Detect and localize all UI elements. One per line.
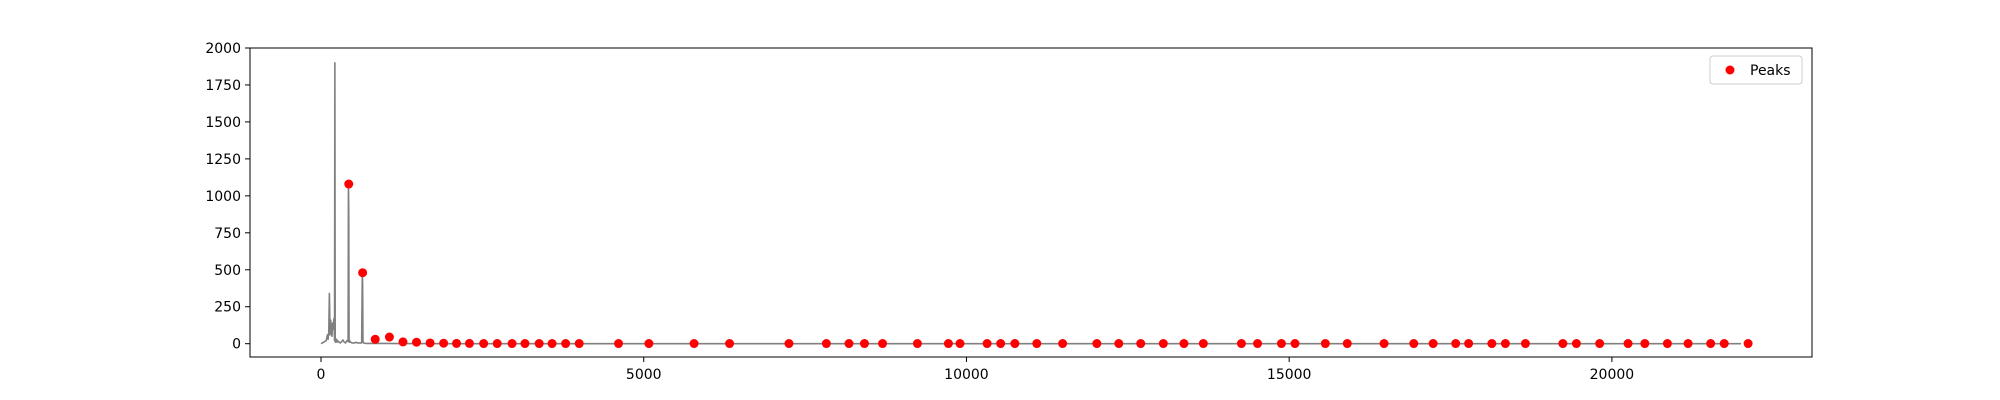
peak-point: [479, 339, 489, 349]
peak-point: [1571, 339, 1581, 349]
y-tick-label: 750: [214, 226, 241, 242]
peak-point: [1706, 339, 1716, 349]
peak-point: [821, 339, 831, 349]
peak-point: [425, 338, 435, 348]
peak-point: [1058, 339, 1068, 349]
peak-point: [439, 338, 449, 348]
peak-point: [1290, 339, 1300, 349]
peak-point: [1253, 339, 1263, 349]
peak-point: [1662, 339, 1672, 349]
peak-point: [492, 339, 502, 349]
peak-point: [644, 339, 654, 349]
peak-point: [844, 339, 854, 349]
peak-point: [1114, 339, 1124, 349]
signal-line-layer: [320, 61, 1741, 345]
peak-points-layer: [344, 179, 1753, 349]
peak-point: [452, 338, 462, 348]
peak-point: [1520, 339, 1530, 349]
peak-point: [689, 339, 699, 349]
signal-line: [320, 61, 1741, 345]
peak-point: [384, 332, 394, 342]
peak-point: [1136, 339, 1146, 349]
peak-point: [943, 339, 953, 349]
peak-point: [878, 339, 888, 349]
peak-point: [1743, 339, 1753, 349]
peak-point: [561, 339, 571, 349]
y-tick-label: 0: [232, 337, 241, 353]
peak-point: [1500, 339, 1510, 349]
peak-point: [398, 337, 408, 347]
peak-point: [1179, 339, 1189, 349]
peak-point: [1379, 339, 1389, 349]
y-tick-label: 250: [214, 300, 241, 316]
peak-point: [1719, 339, 1729, 349]
legend: Peaks: [1709, 55, 1803, 85]
peak-point: [1320, 339, 1330, 349]
legend-marker: [1725, 65, 1735, 75]
peak-point: [1158, 339, 1168, 349]
peak-point: [1464, 339, 1474, 349]
peak-point: [1276, 339, 1286, 349]
peak-point: [1032, 339, 1042, 349]
peak-point: [1683, 339, 1693, 349]
peak-point: [412, 337, 422, 347]
x-tick-label: 0: [317, 367, 326, 383]
peak-point: [1198, 339, 1208, 349]
peak-point: [1342, 339, 1352, 349]
x-tick-label: 5000: [626, 367, 662, 383]
y-tick-label: 2000: [205, 41, 241, 57]
peak-point: [1558, 339, 1568, 349]
peak-point: [370, 334, 380, 344]
peak-point: [358, 268, 368, 278]
peak-point: [574, 339, 584, 349]
peak-point: [1595, 339, 1605, 349]
peak-point: [547, 339, 557, 349]
peak-point: [520, 339, 530, 349]
y-tick-label: 1000: [205, 189, 241, 205]
y-tick-label: 1250: [205, 152, 241, 168]
peak-point: [955, 339, 965, 349]
axes-layer: 0 5000 10000 15000 20000 0 250 500 750 1000 1250 15…: [205, 41, 1813, 383]
legend-label: Peaks: [1750, 63, 1791, 79]
peak-point: [344, 179, 354, 189]
legend-box: [1709, 55, 1803, 85]
y-tick-label: 1500: [205, 115, 241, 131]
x-tick-label: 15000: [1267, 367, 1312, 383]
peak-point: [1451, 339, 1461, 349]
peak-point: [725, 339, 735, 349]
peak-point: [1092, 339, 1102, 349]
peak-point: [1623, 339, 1633, 349]
peak-point: [614, 339, 624, 349]
peak-point: [534, 339, 544, 349]
peak-point: [784, 339, 794, 349]
axes-frame: [249, 47, 1813, 358]
y-tick-label: 1750: [205, 78, 241, 94]
peak-point: [859, 339, 869, 349]
peak-point: [996, 339, 1006, 349]
y-tick-label: 500: [214, 263, 241, 279]
peak-point: [1236, 339, 1246, 349]
x-tick-label: 20000: [1590, 367, 1635, 383]
peak-point: [464, 338, 474, 348]
peak-point: [982, 339, 992, 349]
peak-point: [912, 339, 922, 349]
peak-point: [1640, 339, 1650, 349]
peak-point: [507, 339, 517, 349]
x-tick-label: 10000: [944, 367, 989, 383]
peak-point: [1010, 339, 1020, 349]
peak-point: [1428, 339, 1438, 349]
peak-point: [1487, 339, 1497, 349]
peak-point: [1409, 339, 1419, 349]
